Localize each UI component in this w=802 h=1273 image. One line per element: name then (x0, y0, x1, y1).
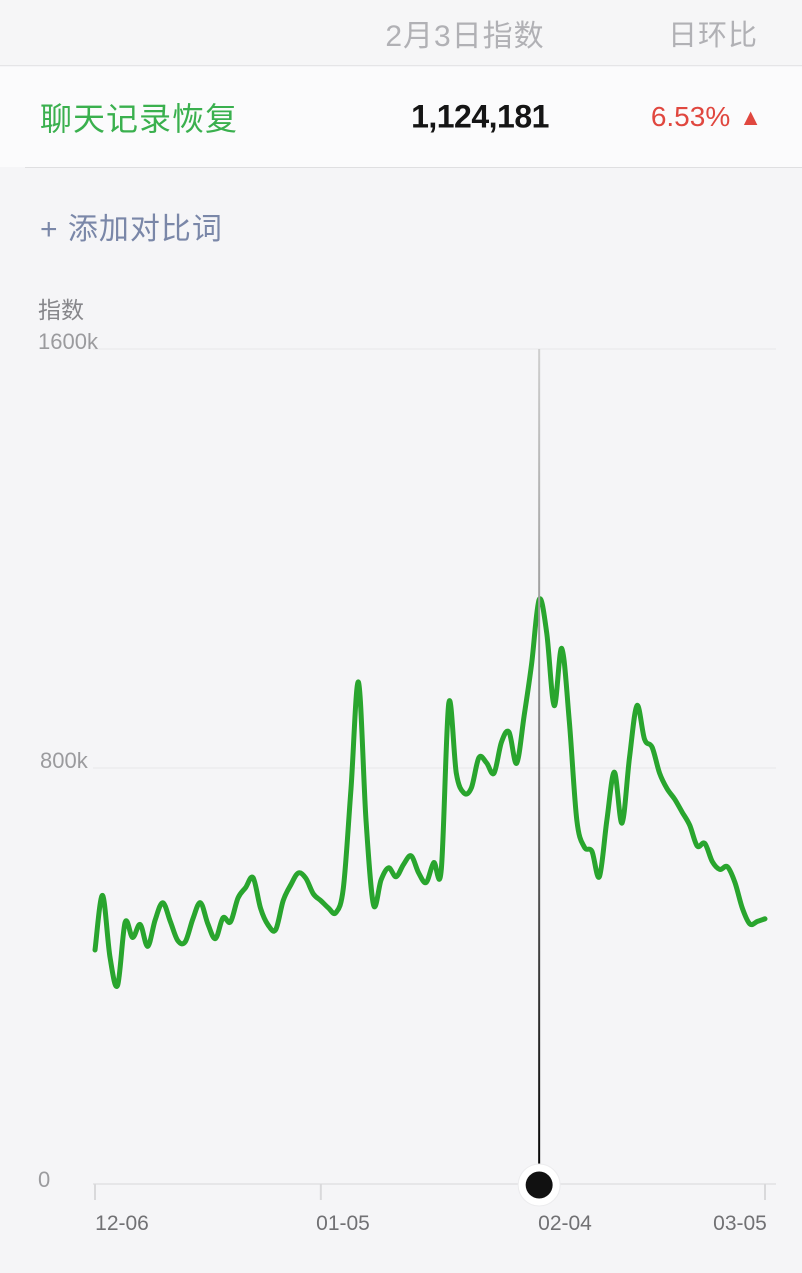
index-line-series (92, 596, 768, 990)
y-tick-800k: 800k (40, 748, 88, 773)
date-index-column-header: 2月3日指数 (385, 19, 545, 53)
day-over-day-column-header: 日环比 (667, 19, 758, 52)
table-header-row: 2月3日指数 日环比 (0, 0, 802, 66)
add-compare-word-button[interactable]: + 添加对比词 (40, 213, 223, 246)
x-tick-label: 12-06 (95, 1212, 149, 1235)
up-triangle-icon: ▲ (739, 103, 762, 130)
x-tick-label: 02-04 (538, 1212, 592, 1235)
change-percent: 6.53% (650, 101, 731, 132)
cursor-dot-handle[interactable] (525, 1171, 553, 1199)
y-axis-title: 指数 (38, 297, 84, 323)
y-tick-1600k: 1600k (38, 329, 98, 354)
change-badge: 6.53% ▲ (651, 101, 762, 133)
x-tick-label: 01-05 (316, 1212, 370, 1235)
add-compare-row: + 添加对比词 (0, 168, 802, 254)
y-tick-0: 0 (38, 1167, 51, 1192)
x-tick-label: 03-05 (713, 1212, 767, 1235)
keyword-row[interactable]: 聊天记录恢复 1,124,181 6.53% ▲ (0, 67, 802, 167)
index-value: 1,124,181 (411, 98, 549, 135)
keyword-label[interactable]: 聊天记录恢复 (40, 101, 239, 137)
row-divider (25, 167, 802, 168)
